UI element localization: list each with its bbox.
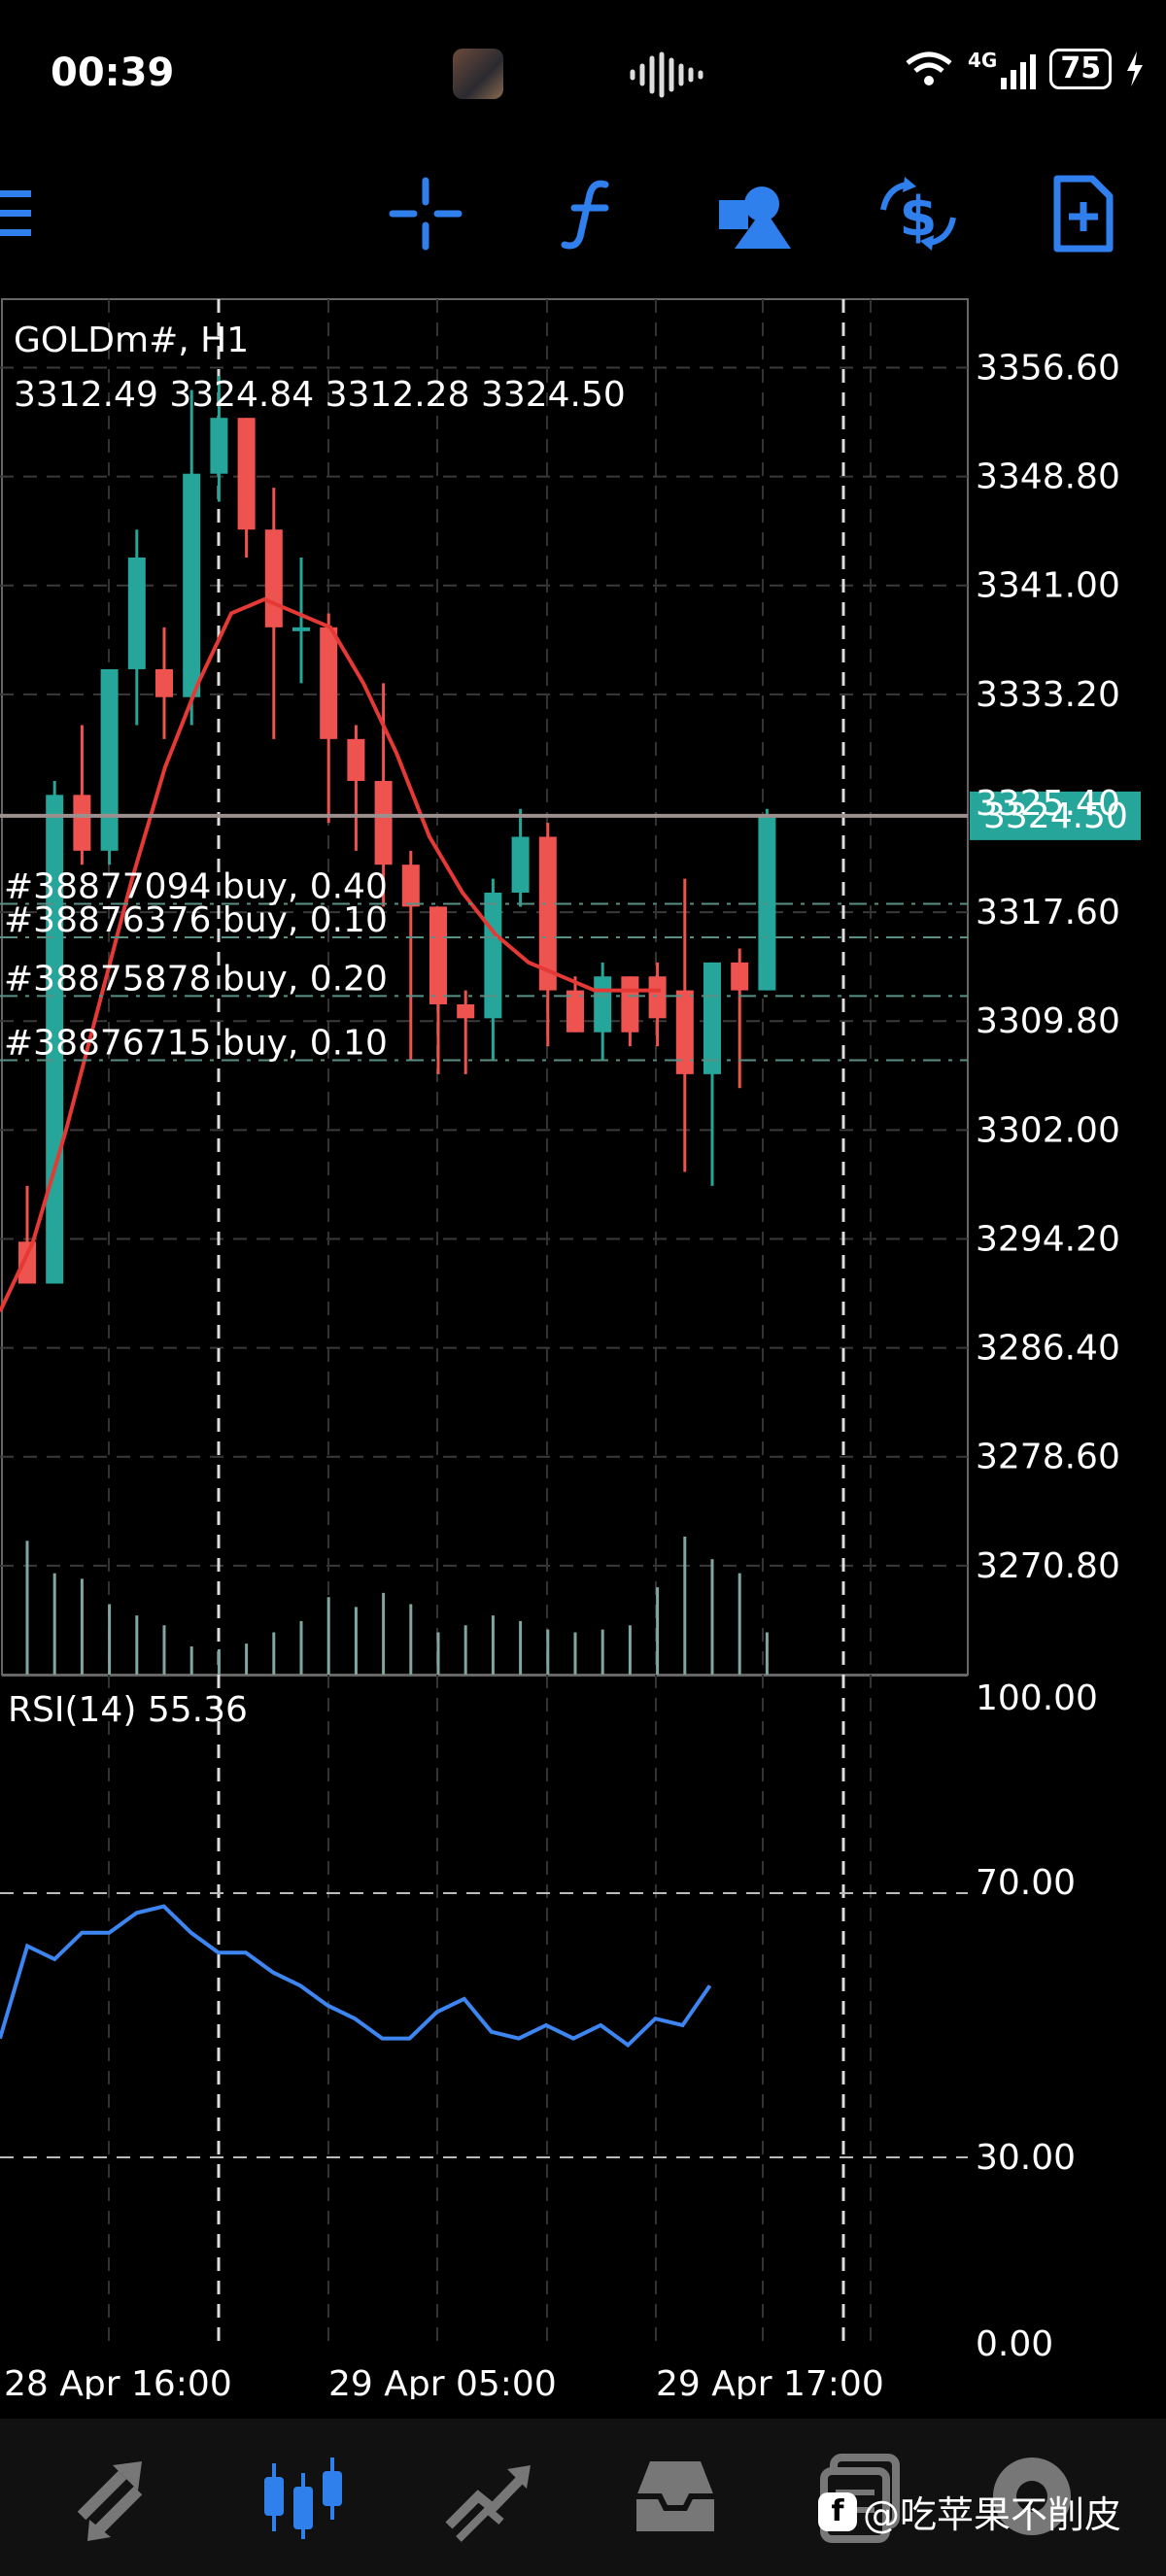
watermark: f @吃苹果不削皮 <box>818 2485 1121 2538</box>
status-time: 00:39 <box>51 51 175 95</box>
rsi-line <box>0 1904 712 2049</box>
candle-body <box>401 864 420 907</box>
trade-dollar-icon[interactable]: $ <box>879 175 957 253</box>
bottom-navigation <box>0 2419 1166 2576</box>
price-axis: 3356.60 3348.80 3341.00 3333.20 3317.60 3309.… <box>976 348 1120 1585</box>
indicator-f-icon[interactable] <box>551 175 629 253</box>
candle-body <box>18 1241 36 1284</box>
moving-average-line <box>0 596 661 1313</box>
rsi-label: RSI(14) 55.36 <box>8 1690 248 1730</box>
order-label: #38875878 buy, 0.20 <box>4 959 388 999</box>
candle-body <box>566 990 584 1033</box>
battery-icon: 75 <box>1049 49 1113 89</box>
new-order-icon[interactable] <box>1044 175 1121 253</box>
candle-body <box>183 473 201 697</box>
candle-body <box>538 836 557 991</box>
time-axis: 28 Apr 16:00 29 Apr 05:00 29 Apr 17:00 <box>4 2364 884 2399</box>
candle-body <box>237 418 256 530</box>
candle-body <box>594 976 612 1033</box>
volume-bars <box>25 1536 769 1675</box>
price-tick: 3317.60 <box>976 893 1120 932</box>
candle-body <box>210 418 228 474</box>
price-tick: 3309.80 <box>976 1001 1120 1041</box>
price-tick: 3286.40 <box>976 1329 1120 1369</box>
candle-body <box>73 795 91 851</box>
price-chart[interactable]: 3356.60 3348.80 3341.00 3333.20 3317.60 3309.… <box>0 291 1166 2399</box>
network-type: 4G <box>968 49 998 72</box>
watermark-logo: f <box>818 2491 857 2531</box>
price-tick: 3356.60 <box>976 348 1120 388</box>
candle-body <box>511 836 530 893</box>
candle-body <box>703 962 721 1074</box>
chart-toolbar: $ <box>0 146 1166 282</box>
chart-candles-icon[interactable] <box>255 2448 352 2545</box>
candle-body <box>320 627 338 739</box>
price-tick: 3302.00 <box>976 1110 1120 1150</box>
signal-icon: 4G <box>968 49 1037 89</box>
candle-body <box>484 892 502 1019</box>
candle-body <box>648 976 667 1019</box>
candle-body <box>100 668 119 851</box>
period-separators <box>108 299 872 2351</box>
time-tick: 28 Apr 16:00 <box>4 2364 232 2399</box>
price-tick: 3270.80 <box>976 1546 1120 1586</box>
price-tick: 3278.60 <box>976 1438 1120 1477</box>
trade-icon[interactable] <box>439 2448 536 2545</box>
ohlc-label: 3312.49 3324.84 3312.28 3324.50 <box>14 375 626 415</box>
candle-body <box>457 1003 475 1019</box>
price-tick: 3348.80 <box>976 458 1120 497</box>
time-tick: 29 Apr 17:00 <box>656 2364 884 2399</box>
order-labels: #38877094 buy, 0.40#38876376 buy, 0.10 #3… <box>4 866 388 1063</box>
hidden-price-tick: 3325.40 <box>976 784 1120 824</box>
wifi-icon <box>906 51 952 85</box>
objects-icon[interactable] <box>715 175 793 253</box>
candle-body <box>127 557 146 669</box>
settings-icon[interactable] <box>983 2448 1080 2545</box>
price-tick: 3341.00 <box>976 566 1120 606</box>
order-lines <box>0 902 968 1062</box>
candle-body <box>46 795 64 1284</box>
order-label: #38876715 buy, 0.10 <box>4 1023 388 1063</box>
rsi-axis: 100.00 70.00 30.00 0.00 <box>976 1678 1098 2364</box>
rsi-tick: 30.00 <box>976 2138 1076 2178</box>
candle-body <box>347 738 365 781</box>
watermark-text: @吃苹果不削皮 <box>863 2493 1122 2536</box>
candles <box>18 376 776 1284</box>
order-label: #38877094 buy, 0.40 <box>4 866 388 906</box>
rsi-tick: 0.00 <box>976 2324 1053 2364</box>
battery-level: 75 <box>1060 51 1102 85</box>
candle-body <box>731 962 749 991</box>
menu-icon[interactable] <box>0 186 39 241</box>
candle-body <box>292 627 310 631</box>
price-tick: 3294.20 <box>976 1219 1120 1259</box>
price-tick: 3333.20 <box>976 675 1120 715</box>
history-inbox-icon[interactable] <box>627 2448 724 2545</box>
quotes-icon[interactable] <box>68 2448 165 2545</box>
audio-wave-icon <box>630 51 703 98</box>
rsi-tick: 100.00 <box>976 1678 1098 1718</box>
candle-body <box>675 990 694 1074</box>
candle-body <box>621 976 639 1033</box>
status-bar: 00:39 4G 75 <box>0 0 1166 146</box>
time-tick: 29 Apr 05:00 <box>328 2364 557 2399</box>
app-thumbnail-icon <box>453 49 503 99</box>
charging-icon <box>1127 51 1144 86</box>
candle-body <box>374 780 393 865</box>
candle-body <box>264 529 283 627</box>
rsi-tick: 70.00 <box>976 1863 1076 1903</box>
crosshair-icon[interactable] <box>387 175 464 253</box>
current-price-value: 3324.50 <box>983 797 1128 836</box>
status-right: 4G 75 <box>904 49 1145 89</box>
order-label: #38876376 buy, 0.10 <box>4 900 388 940</box>
candle-body <box>429 906 447 1004</box>
current-price-tag <box>970 791 1141 840</box>
symbol-label: GOLDm#, H1 <box>14 321 249 360</box>
candle-body <box>155 668 173 697</box>
